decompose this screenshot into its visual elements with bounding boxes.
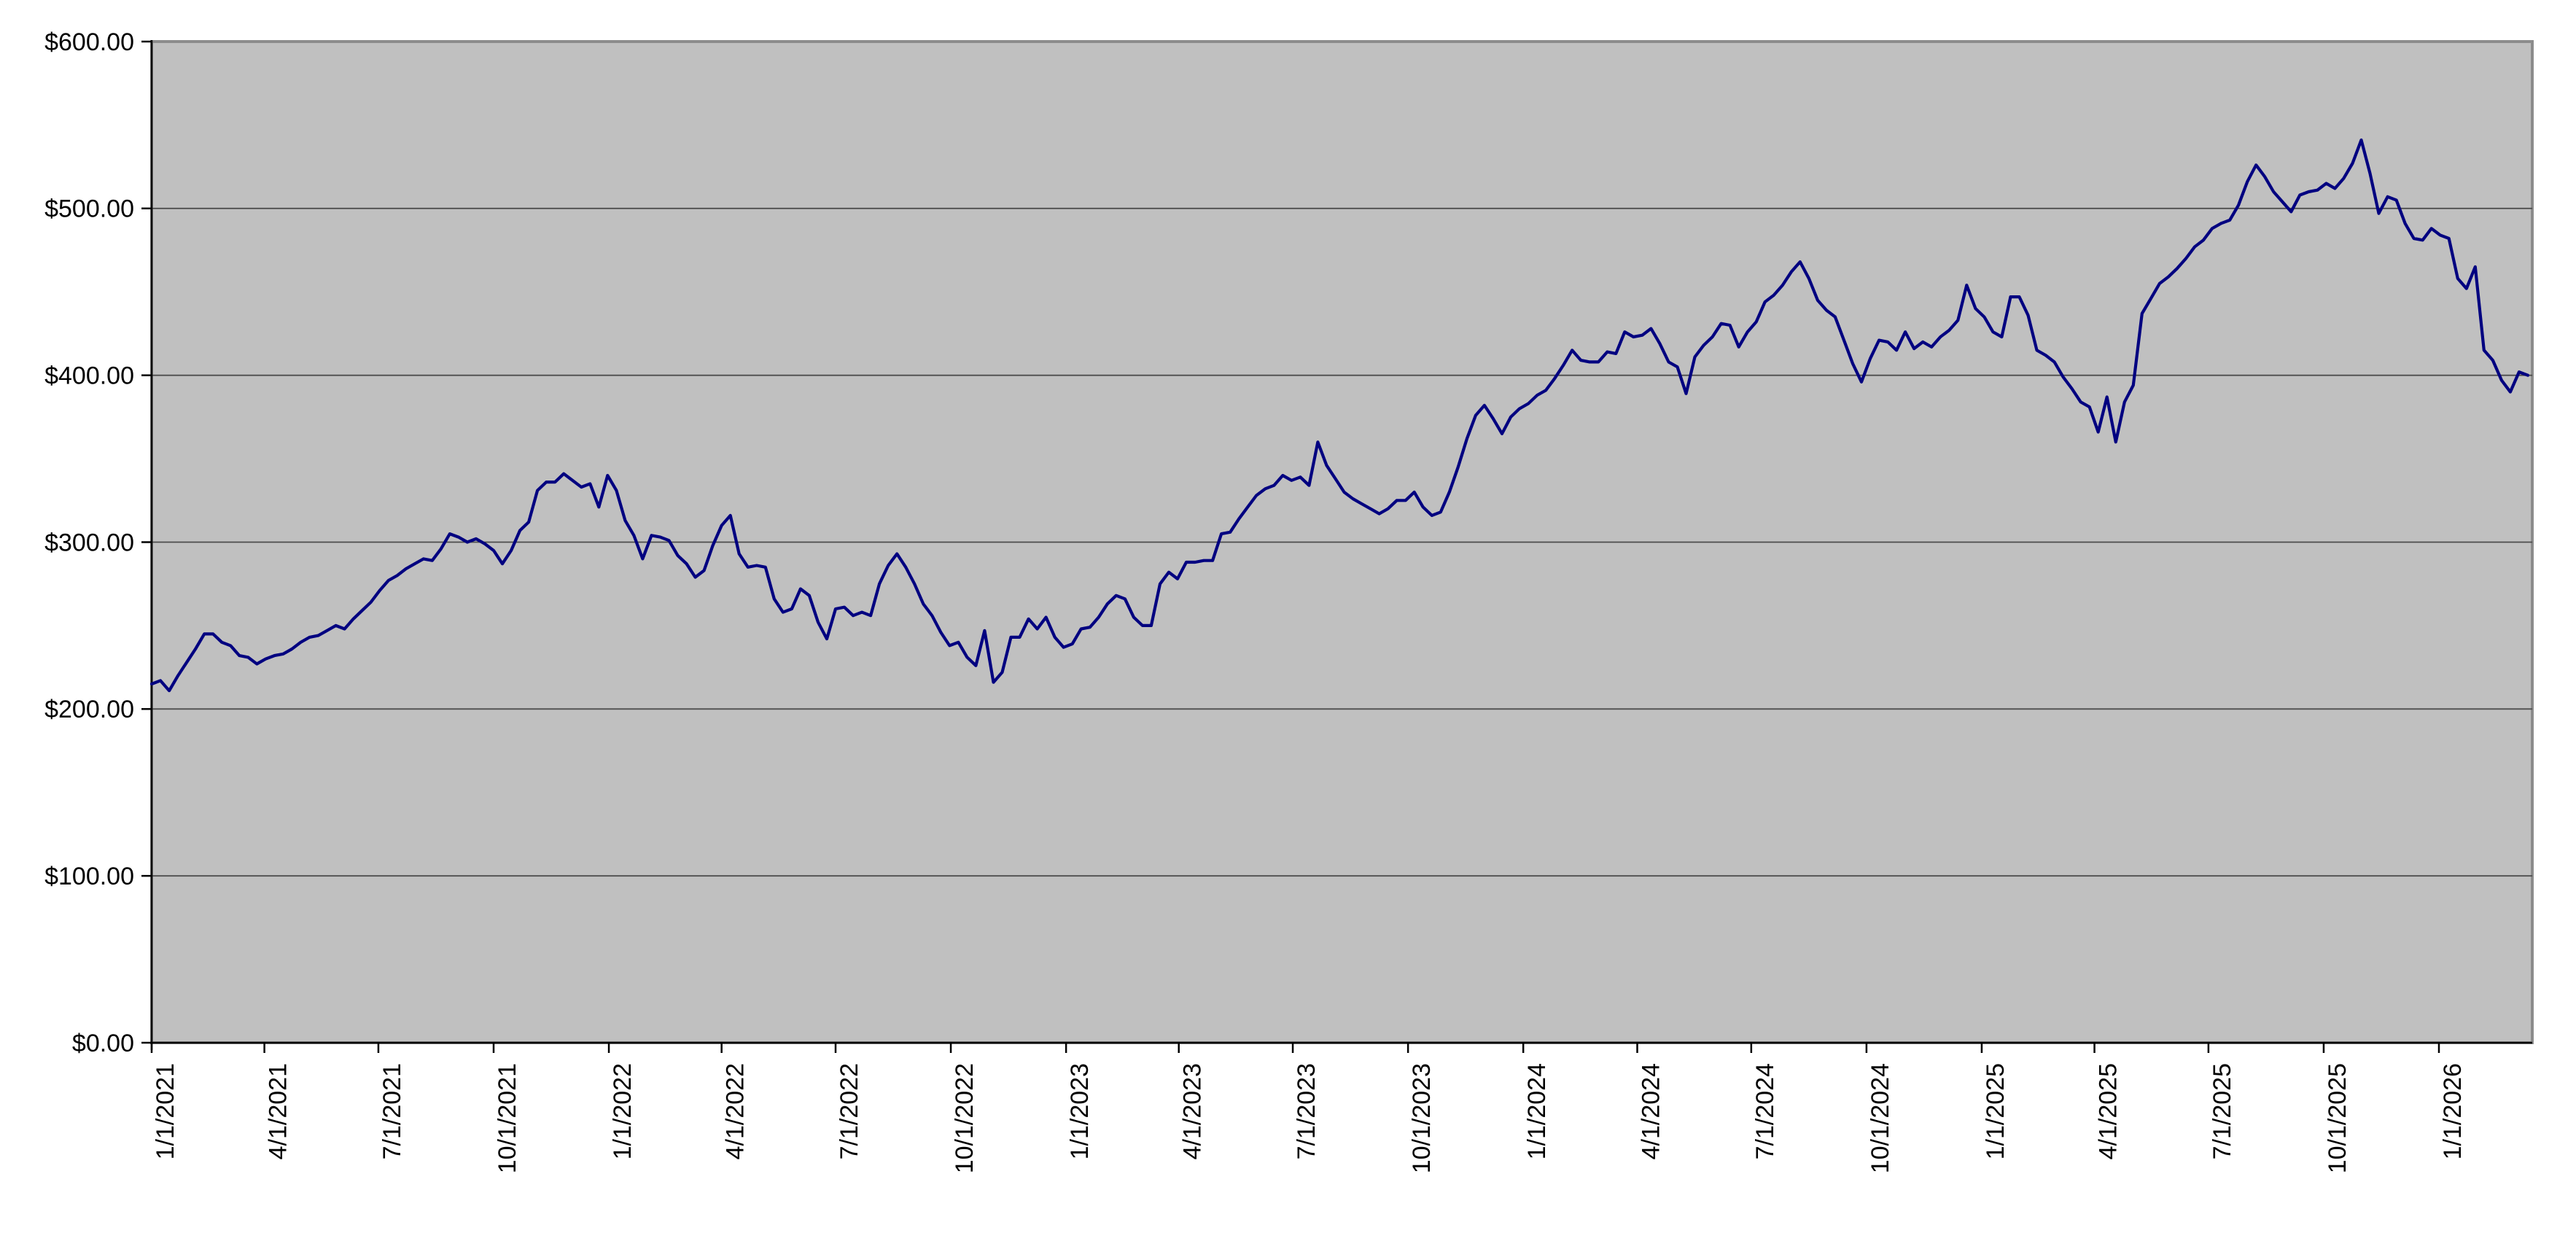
- x-axis-label: 1/1/2026: [2439, 1063, 2467, 1159]
- x-axis-label: 1/1/2024: [1523, 1063, 1551, 1159]
- x-axis-label: 10/1/2023: [1408, 1063, 1436, 1173]
- x-axis-label: 4/1/2025: [2095, 1063, 2122, 1159]
- x-axis-label: 4/1/2023: [1179, 1063, 1207, 1159]
- x-axis-label: 1/1/2023: [1066, 1063, 1094, 1159]
- x-axis-label: 10/1/2024: [1867, 1063, 1894, 1173]
- x-axis-label: 4/1/2024: [1638, 1063, 1665, 1159]
- y-axis-label: $300.00: [44, 529, 134, 556]
- x-axis-label: 4/1/2022: [722, 1063, 750, 1159]
- x-axis-label: 7/1/2024: [1751, 1063, 1779, 1159]
- y-axis-label: $200.00: [44, 696, 134, 723]
- y-axis-label: $400.00: [44, 362, 134, 390]
- x-axis-label: 7/1/2025: [2209, 1063, 2236, 1159]
- y-axis-label: $600.00: [44, 28, 134, 56]
- x-axis-label: 4/1/2021: [265, 1063, 292, 1159]
- x-axis-label: 10/1/2025: [2324, 1063, 2351, 1173]
- price-line-series: [149, 138, 2530, 693]
- x-axis-label: 10/1/2021: [494, 1063, 521, 1173]
- y-axis-label: $0.00: [72, 1030, 134, 1057]
- x-axis-label: 10/1/2022: [951, 1063, 978, 1173]
- x-axis-label: 1/1/2021: [152, 1063, 179, 1159]
- x-axis-label: 7/1/2021: [378, 1063, 406, 1159]
- y-axis-label: $500.00: [44, 195, 134, 223]
- x-axis-label: 1/1/2022: [609, 1063, 637, 1159]
- x-axis-label: 7/1/2022: [836, 1063, 863, 1159]
- x-axis-label: 1/1/2025: [1982, 1063, 2009, 1159]
- x-axis-label: 7/1/2023: [1293, 1063, 1320, 1159]
- y-axis-label: $100.00: [44, 863, 134, 890]
